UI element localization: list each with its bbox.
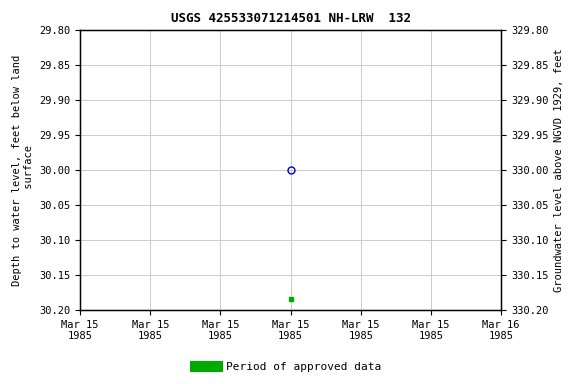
Y-axis label: Groundwater level above NGVD 1929, feet: Groundwater level above NGVD 1929, feet — [554, 48, 564, 292]
Legend: Period of approved data: Period of approved data — [191, 358, 385, 377]
Title: USGS 425533071214501 NH-LRW  132: USGS 425533071214501 NH-LRW 132 — [170, 12, 411, 25]
Y-axis label: Depth to water level, feet below land
 surface: Depth to water level, feet below land su… — [12, 55, 33, 286]
